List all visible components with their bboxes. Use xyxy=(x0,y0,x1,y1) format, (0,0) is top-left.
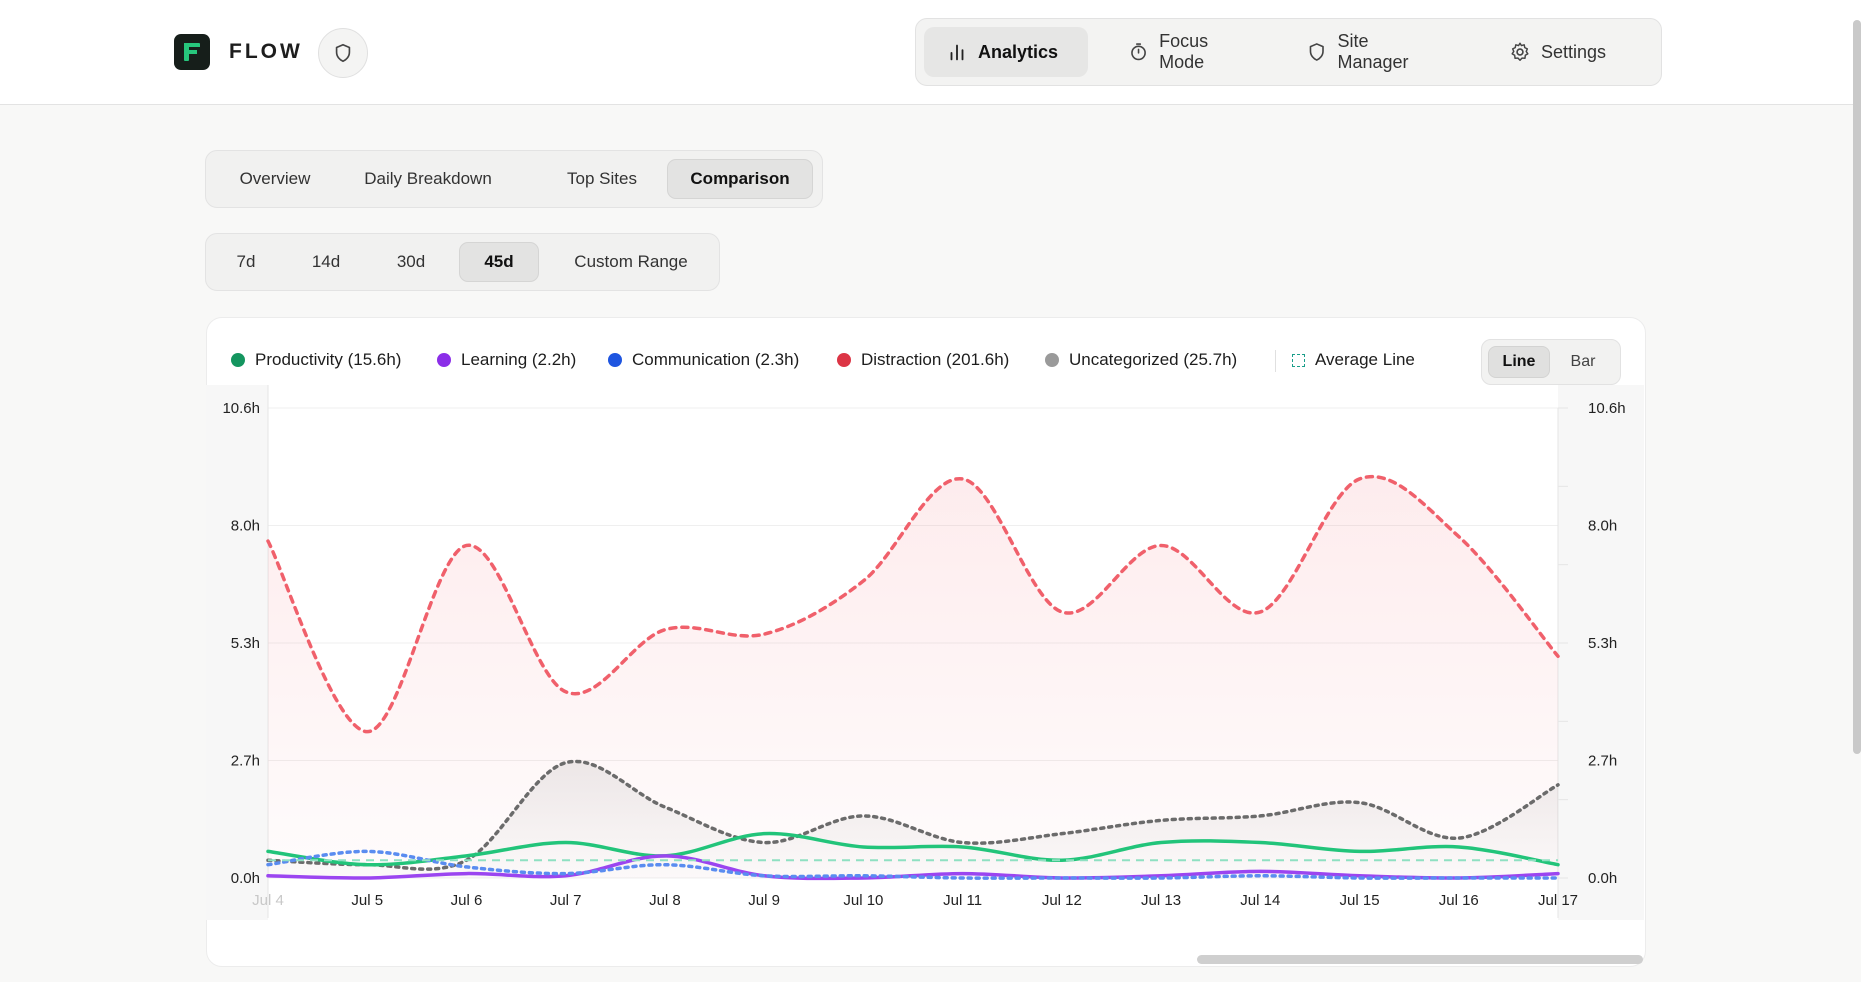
legend-swatch xyxy=(437,353,451,367)
x-tick-label: Jul 11 xyxy=(943,892,982,909)
y-tick-label-right: 2.7h xyxy=(1588,753,1617,770)
x-tick-label: Jul 6 xyxy=(451,892,483,909)
nav-site-manager[interactable]: Site Manager xyxy=(1284,27,1464,77)
shield-icon xyxy=(335,43,351,63)
y-tick-label-right: 10.6h xyxy=(1588,400,1626,417)
y-tick-label-left: 5.3h xyxy=(231,635,260,652)
y-tick-label-left: 0.0h xyxy=(231,870,260,887)
range-7d[interactable]: 7d xyxy=(236,252,256,271)
bar-chart-icon xyxy=(950,44,964,61)
uncategorized-series-line xyxy=(266,759,1560,871)
legend-average-line[interactable]: Average Line xyxy=(1292,348,1415,372)
page-vertical-scrollbar[interactable] xyxy=(1853,20,1861,754)
tab-overview[interactable]: Overview xyxy=(239,169,311,188)
tab-top-sites[interactable]: Top Sites xyxy=(567,169,637,188)
legend-swatch xyxy=(837,353,851,367)
legend-label: Communication (2.3h) xyxy=(632,350,800,369)
nav-settings[interactable]: Settings xyxy=(1487,27,1647,77)
top-bar: FLOW Analytics Focus Mode Site Manager xyxy=(0,0,1861,105)
gear-icon xyxy=(1511,42,1529,61)
x-tick-label: Jul 12 xyxy=(1042,892,1082,909)
range-selector: 7d 14d 30d 45d Custom Range xyxy=(205,233,720,291)
shield-icon xyxy=(1309,43,1324,61)
range-30d[interactable]: 30d xyxy=(396,252,426,271)
line-toggle-button[interactable]: Line xyxy=(1488,346,1550,378)
chart-horizontal-scrollbar[interactable] xyxy=(1197,955,1643,964)
nav-focus-mode[interactable]: Focus Mode xyxy=(1106,27,1276,77)
legend-swatch xyxy=(231,353,245,367)
x-tick-label: Jul 7 xyxy=(550,892,582,909)
legend-productivity[interactable]: Productivity (15.6h) xyxy=(231,348,401,372)
legend-learning[interactable]: Learning (2.2h) xyxy=(437,348,576,372)
y-tick-label-right: 0.0h xyxy=(1588,870,1617,887)
x-tick-label: Jul 8 xyxy=(649,892,681,909)
legend-label: Distraction (201.6h) xyxy=(861,350,1010,369)
x-tick-label: Jul 9 xyxy=(748,892,780,909)
y-tick-label-right: 5.3h xyxy=(1588,635,1617,652)
bar-toggle-button[interactable]: Bar xyxy=(1570,353,1596,370)
y-tick-label-right: 8.0h xyxy=(1588,518,1617,535)
legend-label: Productivity (15.6h) xyxy=(255,350,402,369)
x-tick-label: Jul 17 xyxy=(1538,892,1578,909)
legend-distraction[interactable]: Distraction (201.6h) xyxy=(837,348,1009,372)
x-tick-label: Jul 15 xyxy=(1340,892,1380,909)
x-tick-label: Jul 4 xyxy=(252,892,284,909)
view-tabs: Overview Daily Breakdown Top Sites Compa… xyxy=(205,150,823,208)
legend-label: Average Line xyxy=(1315,350,1415,369)
legend-swatch xyxy=(1045,353,1059,367)
distraction-series-line xyxy=(266,475,1560,734)
range-custom[interactable]: Custom Range xyxy=(574,252,688,271)
uncategorized-area xyxy=(268,761,1558,878)
left-axis-gutter xyxy=(206,385,268,920)
main-nav: Analytics Focus Mode Site Manager Settin… xyxy=(915,18,1662,86)
legend-swatch xyxy=(608,353,622,367)
productivity-series-line xyxy=(266,831,1560,867)
legend-uncategorized[interactable]: Uncategorized (25.7h) xyxy=(1045,348,1237,372)
legend-label: Uncategorized (25.7h) xyxy=(1069,350,1238,369)
legend-label: Learning (2.2h) xyxy=(461,350,577,369)
logo-mark-icon xyxy=(184,43,200,61)
brand-name: FLOW xyxy=(229,40,303,63)
average-line-swatch xyxy=(1292,353,1305,367)
x-tick-label: Jul 5 xyxy=(351,892,383,909)
y-tick-label-left: 10.6h xyxy=(222,400,260,417)
x-tick-label: Jul 13 xyxy=(1141,892,1181,909)
y-tick-label-left: 2.7h xyxy=(231,753,260,770)
y-tick-label-left: 8.0h xyxy=(231,518,260,535)
right-axis-gutter xyxy=(1558,385,1644,920)
x-tick-label: Jul 10 xyxy=(843,892,883,909)
comparison-line-chart: 0.0h 0.0h 2.7h 2.7h 5.3h 5.3h 8.0h 8.0h 10.6h 10.… xyxy=(206,385,1644,920)
range-45d[interactable]: 45d xyxy=(459,242,539,282)
x-tick-label: Jul 14 xyxy=(1240,892,1280,909)
timer-icon xyxy=(1131,43,1146,61)
legend-divider xyxy=(1275,350,1276,372)
nav-label: Settings xyxy=(1541,41,1607,62)
flow-logo[interactable] xyxy=(174,34,210,70)
legend-communication[interactable]: Communication (2.3h) xyxy=(608,348,799,372)
nav-label: Site Manager xyxy=(1337,31,1409,72)
communication-series-line xyxy=(266,849,1560,880)
tab-daily-breakdown[interactable]: Daily Breakdown xyxy=(364,169,492,188)
x-tick-label: Jul 16 xyxy=(1439,892,1479,909)
chart-type-toggle: Line Bar xyxy=(1481,339,1621,385)
tab-comparison[interactable]: Comparison xyxy=(667,159,813,199)
nav-analytics[interactable]: Analytics xyxy=(924,27,1088,77)
shield-button[interactable] xyxy=(318,28,368,78)
nav-label: Focus Mode xyxy=(1159,31,1209,72)
range-14d[interactable]: 14d xyxy=(311,252,341,271)
nav-label: Analytics xyxy=(978,41,1059,62)
